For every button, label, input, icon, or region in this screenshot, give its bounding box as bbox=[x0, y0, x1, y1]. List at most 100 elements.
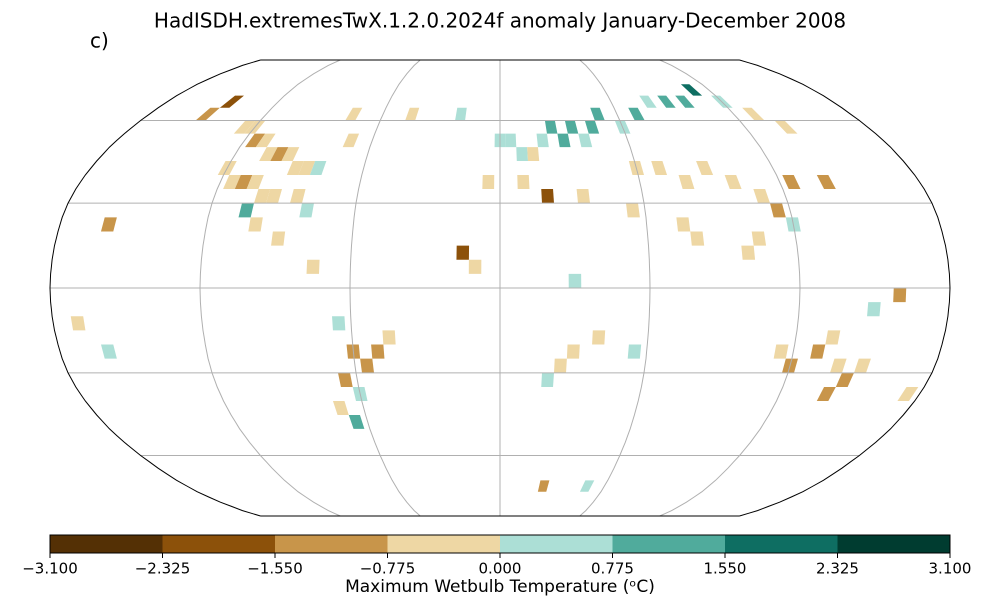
grid-cell bbox=[345, 107, 363, 121]
colorbar-tick-label: 3.100 bbox=[929, 560, 972, 578]
grid-cell bbox=[816, 386, 836, 402]
grid-cell bbox=[592, 330, 606, 345]
grid-cell bbox=[576, 189, 590, 204]
grid-cell bbox=[516, 147, 529, 161]
map-title: HadISDH.extremesTwX.1.2.0.2024f anomaly … bbox=[154, 9, 846, 33]
grid-cell bbox=[360, 358, 374, 373]
grid-cell bbox=[578, 133, 593, 148]
grid-cell bbox=[266, 189, 283, 204]
grid-cell bbox=[456, 245, 470, 260]
grid-cell bbox=[867, 302, 881, 317]
grid-cell bbox=[246, 174, 264, 190]
grid-cell bbox=[281, 147, 300, 161]
meridian bbox=[579, 59, 651, 517]
colorbar-label: Maximum Wetbulb Temperature (ᵒC) bbox=[345, 577, 655, 597]
grid-cell bbox=[544, 120, 558, 134]
grid-cell bbox=[271, 231, 286, 246]
grid-cell bbox=[541, 189, 554, 204]
colorbar-segment bbox=[612, 535, 725, 553]
meridian bbox=[199, 59, 341, 517]
grid-cell bbox=[825, 330, 841, 345]
grid-cell bbox=[527, 147, 540, 161]
grid-cell bbox=[342, 133, 360, 148]
grid-cell bbox=[537, 480, 550, 492]
grid-cell bbox=[100, 217, 117, 232]
colorbar-tick-label: −0.775 bbox=[360, 560, 416, 578]
grid-cell bbox=[482, 174, 495, 190]
colorbar-segment bbox=[725, 535, 838, 553]
panel-label: c) bbox=[90, 29, 109, 53]
grid-cell bbox=[742, 107, 765, 121]
grid-cell bbox=[536, 133, 549, 148]
grid-cell bbox=[816, 174, 836, 190]
grid-cell bbox=[590, 107, 605, 121]
colorbar-segment bbox=[162, 535, 275, 553]
grid-cell bbox=[724, 174, 742, 190]
grid-cell bbox=[897, 386, 919, 402]
colorbar-segment bbox=[837, 535, 950, 553]
grid-cell bbox=[405, 107, 420, 121]
grid-cell bbox=[309, 160, 327, 175]
grid-cell bbox=[626, 203, 640, 218]
grid-cell bbox=[70, 316, 86, 331]
colorbar-segment bbox=[387, 535, 500, 553]
grid-cell bbox=[810, 344, 826, 359]
grid-cell bbox=[306, 259, 320, 274]
grid-cell bbox=[651, 160, 668, 175]
grid-cell bbox=[234, 174, 253, 190]
grid-cell bbox=[100, 344, 117, 359]
grid-cell bbox=[468, 259, 482, 274]
grid-cell bbox=[830, 358, 847, 373]
grid-cell bbox=[568, 273, 582, 288]
grid-cell bbox=[675, 95, 695, 108]
grid-cell bbox=[628, 107, 645, 121]
grid-cell bbox=[541, 372, 554, 387]
grid-cell bbox=[566, 344, 580, 359]
grid-cell bbox=[751, 231, 767, 246]
grid-cell bbox=[270, 147, 289, 161]
grid-cell bbox=[770, 203, 786, 218]
grid-cell bbox=[254, 189, 271, 204]
colorbar-tick-label: 1.550 bbox=[704, 560, 747, 578]
grid-cell bbox=[298, 160, 316, 175]
grid-cell bbox=[557, 133, 571, 148]
map-outline bbox=[739, 59, 951, 517]
map-outline bbox=[49, 59, 261, 517]
colorbar-segment bbox=[500, 535, 613, 553]
grid-cell bbox=[893, 288, 907, 303]
grid-cell bbox=[238, 203, 254, 218]
colorbar-tick-label: −2.325 bbox=[135, 560, 191, 578]
grid-cell bbox=[371, 344, 385, 359]
grid-cell bbox=[332, 316, 346, 331]
meridian bbox=[659, 59, 801, 517]
grid-cell bbox=[741, 245, 756, 260]
grid-cell bbox=[680, 84, 703, 96]
grid-cell bbox=[517, 174, 530, 190]
meridian bbox=[349, 59, 421, 517]
grid-cell bbox=[382, 330, 396, 345]
colorbar-segment bbox=[50, 535, 163, 553]
grid-cell bbox=[505, 133, 517, 148]
grid-cell bbox=[233, 120, 256, 134]
grid-cell bbox=[627, 344, 642, 359]
grid-cell bbox=[259, 147, 278, 161]
colorbar-tick-label: 0.775 bbox=[591, 560, 634, 578]
grid-cell bbox=[348, 415, 365, 429]
grid-cell bbox=[255, 133, 276, 148]
colorbar-tick-label: −1.550 bbox=[247, 560, 303, 578]
grid-cell bbox=[195, 107, 220, 121]
grid-cell bbox=[854, 358, 871, 373]
colorbar-tick-label: 0.000 bbox=[479, 560, 522, 578]
grid-cell bbox=[690, 231, 705, 246]
grid-cell bbox=[696, 160, 714, 175]
grid-cell bbox=[657, 95, 676, 108]
grid-cell bbox=[835, 372, 854, 387]
grid-cell bbox=[332, 401, 349, 416]
grid-cell bbox=[223, 174, 241, 190]
grid-cell bbox=[219, 95, 244, 108]
grid-cell bbox=[773, 344, 789, 359]
grid-cell bbox=[299, 203, 314, 218]
grid-cell bbox=[338, 372, 353, 387]
grid-cell bbox=[579, 480, 595, 492]
